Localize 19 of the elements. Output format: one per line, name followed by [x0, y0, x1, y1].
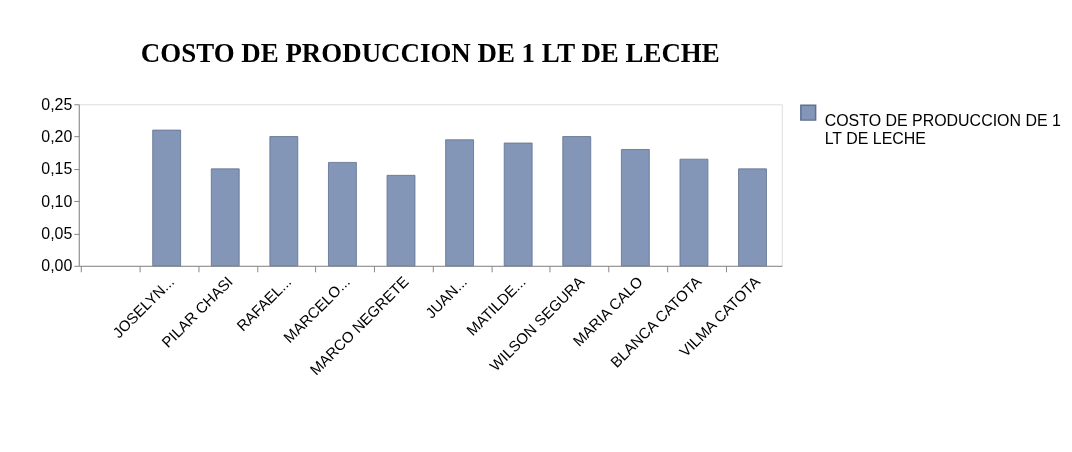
bar: [328, 162, 357, 267]
bar: [503, 142, 533, 267]
bar: [269, 136, 299, 267]
bar: [738, 168, 767, 267]
bar: [679, 158, 709, 267]
bar: [562, 136, 592, 267]
y-tick-label: 0,00: [41, 257, 73, 275]
y-tick-label: 0,10: [41, 192, 73, 210]
bar: [445, 139, 474, 267]
bar: [620, 149, 650, 267]
bar: [152, 129, 182, 267]
y-tick-label: 0,15: [41, 160, 73, 178]
y-tick-label: 0,20: [41, 128, 73, 146]
y-tick-label: 0,25: [41, 95, 73, 113]
bar: [386, 174, 416, 267]
chart-title: COSTO DE PRODUCCION DE 1 LT DE LECHE: [140, 38, 720, 69]
legend-label: COSTO DE PRODUCCION DE 1 LT DE LECHE: [824, 111, 1061, 147]
y-tick-label: 0,05: [41, 224, 73, 242]
bar: [210, 168, 240, 267]
